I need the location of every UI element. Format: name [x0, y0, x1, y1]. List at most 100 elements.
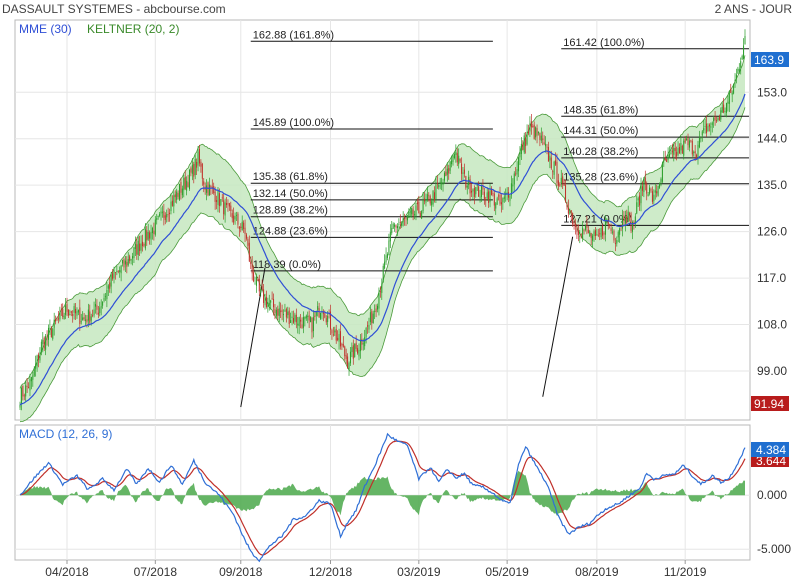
- candle-body: [701, 131, 703, 136]
- candle-body: [478, 186, 480, 197]
- candle-body: [379, 291, 381, 293]
- candle-body: [418, 201, 420, 214]
- candle-body: [85, 319, 87, 321]
- candle-body: [486, 192, 488, 199]
- candle-body: [171, 200, 173, 206]
- candle-body: [36, 355, 38, 367]
- candle-body: [421, 210, 423, 219]
- candle-body: [733, 83, 735, 94]
- candle-body: [342, 344, 344, 347]
- candle-body: [337, 337, 339, 340]
- macd-y-axis: -5.000 0.000: [757, 488, 791, 556]
- candle-body: [419, 212, 421, 217]
- candle-body: [592, 235, 594, 241]
- candle-body: [408, 211, 410, 218]
- candle-body: [231, 213, 233, 219]
- candle-body: [80, 321, 82, 323]
- candle-body: [404, 217, 406, 219]
- candle-body: [657, 185, 659, 196]
- candle-body: [700, 138, 702, 139]
- candle-body: [358, 349, 360, 357]
- candle-body: [99, 307, 101, 314]
- candle-body: [396, 226, 398, 229]
- candle-body: [485, 199, 487, 201]
- candle-body: [493, 193, 495, 206]
- candle-body: [385, 255, 387, 263]
- candle-body: [317, 306, 319, 310]
- candle-body: [577, 230, 579, 236]
- candle-body: [512, 184, 514, 187]
- candle-body: [384, 261, 386, 269]
- candle-body: [331, 330, 333, 334]
- candle-body: [83, 317, 85, 320]
- fib-level-label: 127.21 (0.0%): [563, 213, 632, 225]
- macd-panel: -5.000 0.000 MACD (12, 26, 9) 3.644 4.384: [14, 424, 791, 563]
- candle-body: [362, 343, 364, 345]
- candle-body: [560, 177, 562, 184]
- fibonacci-levels: 162.88 (161.8%) 145.89 (100.0%) 135.38 (61…: [240, 29, 749, 408]
- candle-body: [164, 215, 166, 221]
- candle-body: [300, 319, 302, 322]
- candle-body: [552, 171, 554, 173]
- candle-body: [26, 386, 28, 387]
- candle-body: [96, 305, 98, 310]
- candle-body: [60, 309, 62, 311]
- candle-body: [332, 334, 334, 336]
- candle-body: [624, 218, 626, 224]
- candle-body: [741, 55, 743, 60]
- candle-body: [723, 104, 725, 113]
- candle-body: [330, 311, 332, 330]
- candle-body: [147, 232, 149, 240]
- candle-body: [338, 334, 340, 342]
- candle-body: [473, 188, 475, 197]
- candle-body: [347, 356, 349, 368]
- candle-body: [149, 232, 151, 239]
- candle-body: [86, 319, 88, 323]
- candle-body: [351, 347, 353, 353]
- candle-body: [687, 137, 689, 146]
- candle-body: [530, 121, 532, 128]
- candle-body: [35, 363, 37, 369]
- candle-body: [499, 194, 501, 204]
- x-tick-label: 03/2019: [397, 565, 441, 579]
- candle-body: [389, 232, 391, 242]
- candle-body: [432, 190, 434, 205]
- candle-body: [208, 184, 210, 196]
- signal-badge: 3.644: [751, 454, 789, 468]
- candle-body: [602, 226, 604, 236]
- macd-panel-frame: [14, 424, 751, 561]
- candle-body: [684, 138, 686, 143]
- candle-body: [22, 385, 24, 397]
- candle-body: [744, 36, 746, 45]
- candle-body: [361, 338, 363, 345]
- fib-level-label: 145.89 (100.0%): [253, 117, 334, 129]
- candle-body: [441, 182, 443, 185]
- candle-body: [659, 183, 661, 188]
- candle-body: [431, 201, 433, 206]
- candle-body: [103, 297, 105, 301]
- candle-body: [690, 140, 692, 142]
- candle-body: [124, 260, 126, 265]
- candle-body: [537, 131, 539, 134]
- candle-body: [596, 234, 598, 236]
- candle-body: [45, 335, 47, 350]
- candle-body: [661, 163, 663, 182]
- candle-body: [335, 328, 337, 341]
- candle-body: [288, 310, 290, 325]
- candle-body: [688, 140, 690, 148]
- candle-body: [160, 211, 162, 214]
- candle-body: [526, 132, 528, 145]
- candle-body: [251, 263, 253, 274]
- candle-body: [372, 313, 374, 323]
- candle-body: [206, 185, 208, 193]
- candle-body: [223, 200, 225, 215]
- macd-y-tick-label: 0.000: [757, 488, 787, 502]
- candle-body: [345, 355, 347, 359]
- candle-body: [144, 229, 146, 249]
- candle-body: [540, 135, 542, 141]
- candle-body: [582, 227, 584, 239]
- macd-histogram: [20, 470, 745, 516]
- candle-body: [405, 217, 407, 219]
- candle-body: [73, 306, 75, 313]
- candle-body: [422, 200, 424, 211]
